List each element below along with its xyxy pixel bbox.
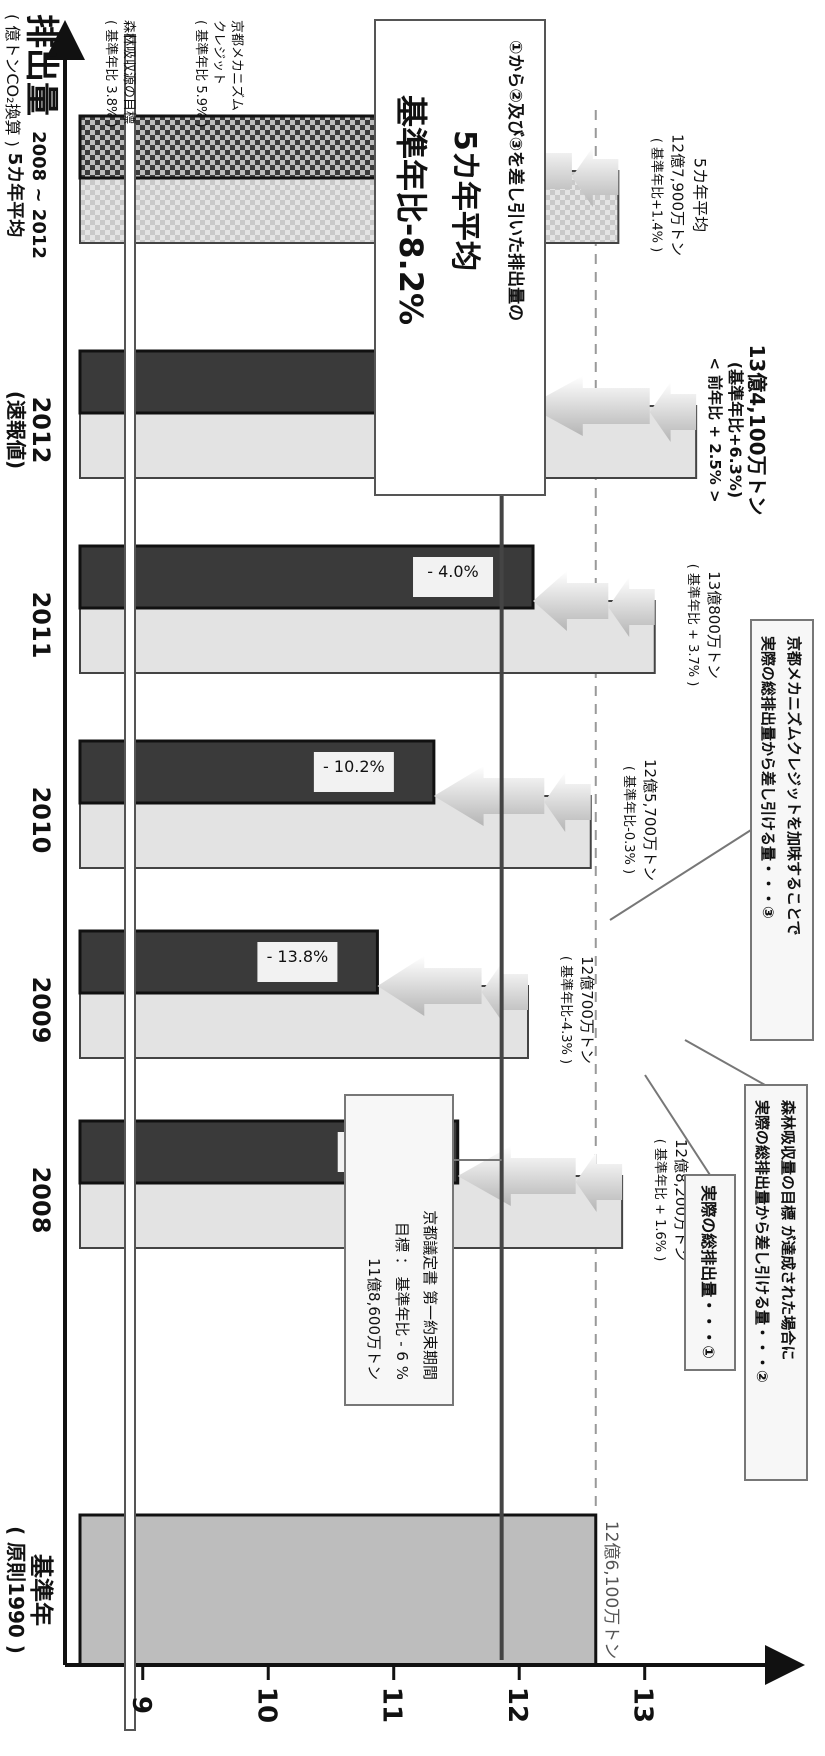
y-tick-label: 11: [377, 1687, 407, 1723]
bar-value-sub: ( 基準年比+1.4% ): [648, 138, 664, 252]
bar-value-label: 13億4,100万トン: [745, 344, 769, 515]
callout-two: 森林吸収量の目標 が達成された場合に 実際の総排出量から差し引ける量・・・②: [684, 1039, 808, 1481]
bar-value-sub: ( 基準年比-4.3% ): [558, 956, 574, 1064]
target-callout-line3: 11億8,600万トン: [365, 1258, 383, 1380]
kyoto-note-line3: ( 基準年比 5.9% ): [193, 20, 209, 128]
category-sublabel: (速報値): [4, 391, 28, 469]
reduction-arrow: [608, 577, 655, 637]
result-line1: ①から②及び③を差し引いた排出量の: [505, 40, 526, 321]
bar-value-label: 12億7,900万トン: [668, 134, 686, 256]
bar-value-prefix: 5カ年平均: [690, 158, 709, 232]
percent-label-bg: [257, 942, 338, 982]
reduction-arrow: [528, 376, 650, 436]
unit-label: ( 億トンCO₂換算 ): [3, 14, 22, 147]
callout-three: 京都メカニズムクレジットを加味することで 実際の総排出量から差し引ける量・・・③: [609, 619, 814, 1041]
kyoto-note-line2: クレジット: [211, 20, 226, 85]
y-tick-label: 12: [502, 1687, 532, 1723]
callout-one: 実際の総排出量・・・①: [644, 1074, 736, 1371]
bar-value-sub2: < 前年比 + 2.5% >: [706, 357, 724, 502]
category-label: 2012: [27, 397, 55, 464]
callout-one-text: 実際の総排出量・・・①: [699, 1185, 718, 1359]
bar-value-label: 13億800万トン: [705, 571, 723, 679]
category-label: 2009: [27, 977, 55, 1044]
percent-label: - 13.8%: [267, 947, 329, 966]
result-line2: 5カ年平均: [447, 130, 482, 271]
category-label: 2010: [27, 787, 55, 854]
forest-note-line2: ( 基準年比 3.8% ): [103, 20, 119, 128]
reduction-arrow: [481, 962, 528, 1022]
target-callout-line1: 京都議定書 第一約束期間: [421, 1210, 439, 1380]
reduction-arrow: [533, 571, 609, 631]
category-label: 基準年: [27, 1554, 55, 1626]
bar-value-sub: ( 基準年比 + 1.6% ): [652, 1139, 668, 1262]
reduction-arrow: [377, 956, 482, 1016]
percent-label: - 4.0%: [427, 562, 479, 581]
category-label: 2008 ~ 2012: [28, 131, 49, 259]
percent-label: - 10.2%: [323, 757, 385, 776]
callout-three-line2: 実際の総排出量から差し引ける量・・・③: [759, 636, 777, 919]
category-label: 2008: [27, 1167, 55, 1234]
reduction-arrow: [433, 766, 545, 826]
bar-value-sub: ( 基準年比 + 3.7% ): [685, 564, 701, 687]
result-box: ①から②及び③を差し引いた排出量の 5カ年平均 基準年比-8.2%: [374, 19, 546, 496]
category-sublabel: 5カ年平均: [4, 153, 26, 238]
percent-label-bg: [413, 557, 494, 597]
forest-note: 森林吸収源の目標 ( 基準年比 3.8% ): [103, 20, 136, 128]
bar-value-label: 12億6,100万トン: [601, 1521, 621, 1659]
reduction-arrow: [544, 772, 591, 832]
result-line3: 基準年比-8.2%: [392, 95, 430, 325]
forest-note-line1: 森林吸収源の目標: [121, 20, 136, 124]
reduction-arrow: [571, 147, 619, 207]
category-label: 2011: [27, 592, 55, 659]
bar-value-sub: (基準年比+6.3%): [726, 362, 745, 498]
callout-three-line1: 京都メカニズムクレジットを加味することで: [785, 636, 803, 936]
bar-value-sub: ( 基準年比-0.3% ): [621, 766, 637, 874]
callout-two-line2: 実際の総排出量から差し引ける量・・・②: [753, 1100, 771, 1383]
target-callout-line2: 目標 ： 基準年比 - 6 %: [393, 1222, 411, 1380]
chart-title: 排出量: [21, 14, 61, 116]
reduction-arrow: [575, 1152, 623, 1212]
y-tick-label: 9: [126, 1696, 156, 1714]
y-tick-label: 13: [628, 1687, 658, 1723]
bar-value-label: 12億700万トン: [578, 956, 596, 1064]
bar-base-year: [78, 1513, 598, 1667]
y-tick-label: 10: [251, 1687, 281, 1723]
axis-band: [124, 34, 136, 1731]
target-callout: 京都議定書 第一約束期間 目標 ： 基準年比 - 6 % 11億8,600万トン: [344, 1094, 454, 1406]
percent-label-bg: [313, 752, 394, 792]
callout-two-line1: 森林吸収量の目標 が達成された場合に: [779, 1100, 797, 1360]
reduction-arrow: [649, 382, 697, 442]
kyoto-note: 京都メカニズム クレジット ( 基準年比 5.9% ): [193, 20, 245, 128]
kyoto-note-line1: 京都メカニズム: [229, 20, 245, 111]
bar-value-label: 12億5,700万トン: [641, 759, 659, 881]
category-sublabel: ( 原則1990 ): [4, 1526, 28, 1654]
